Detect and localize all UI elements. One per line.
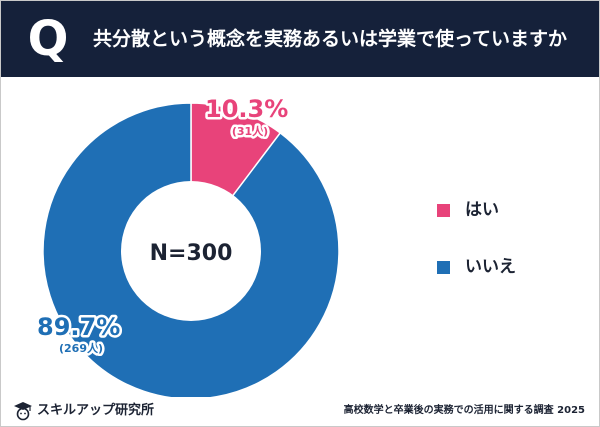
legend-label-yes: はい <box>465 200 499 220</box>
graduation-cap-icon <box>14 402 32 421</box>
pie-chart: N=300 10.3% (31人) 89.7% (269人) <box>35 93 340 397</box>
question-text: 共分散という概念を実務あるいは学業で使っていますか <box>93 28 568 50</box>
data-label-no-percent: 89.7% <box>37 313 120 341</box>
q-mark-icon: Q <box>27 11 69 67</box>
legend-swatch-yes <box>437 204 450 217</box>
data-label-yes-percent: 10.3% <box>205 95 288 123</box>
survey-caption: 高校数学と卒業後の実務での活用に関する調査 2025 <box>343 405 585 416</box>
legend-swatch-no <box>437 261 450 274</box>
legend-label-no: いいえ <box>465 257 516 277</box>
question-header: Q 共分散という概念を実務あるいは学業で使っていますか <box>1 1 599 77</box>
data-label-no-count: (269人) <box>59 341 103 355</box>
center-label: N=300 <box>150 241 233 266</box>
brand-name: スキルアップ研究所 <box>37 403 155 418</box>
donut-hole <box>121 181 261 321</box>
data-label-yes-count: (31人) <box>232 124 268 138</box>
